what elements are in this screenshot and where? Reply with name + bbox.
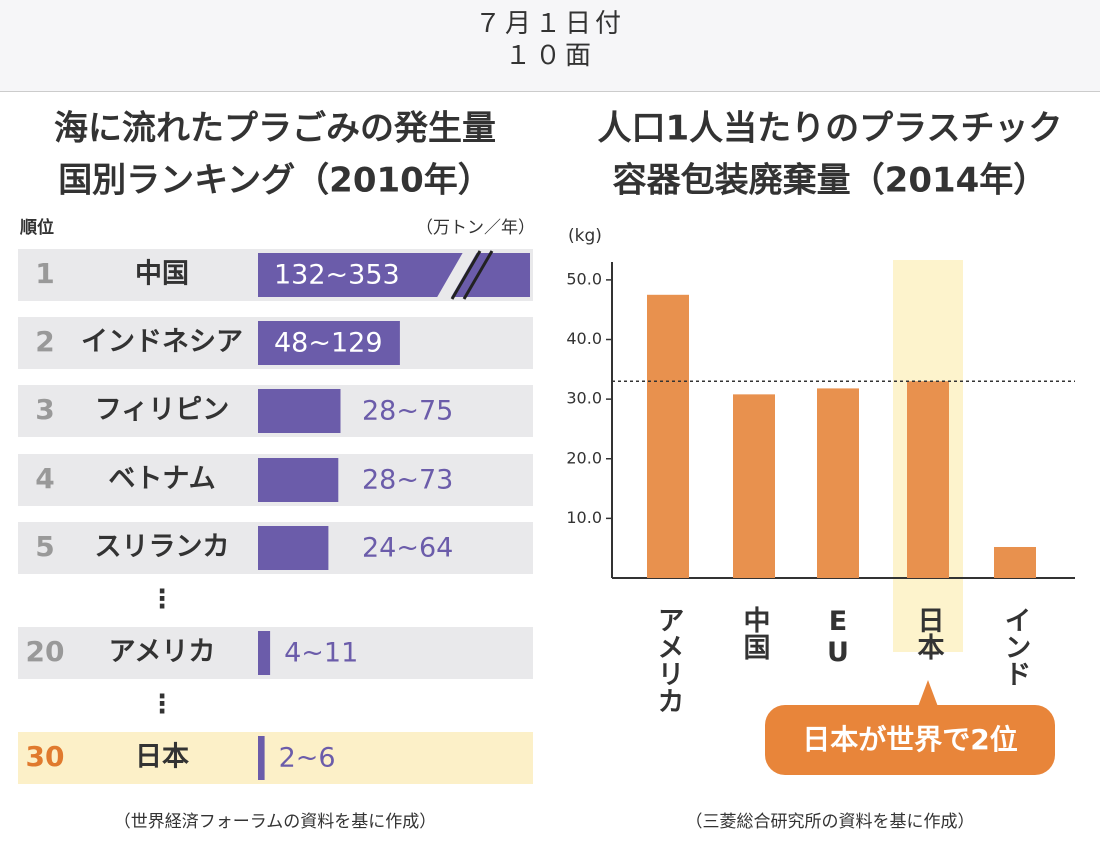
bar — [817, 388, 859, 578]
rank: 5 — [35, 530, 54, 563]
x-tick-label: 日本 — [913, 606, 945, 660]
header: ７月１日付 １０面 — [0, 0, 1100, 92]
x-tick-label: 中国 — [739, 606, 770, 660]
y-tick-label: 50.0 — [566, 269, 602, 288]
y-tick-label: 40.0 — [566, 329, 602, 348]
row-background — [18, 732, 533, 784]
value-label: 132~353 — [274, 260, 400, 291]
break-line — [450, 250, 482, 300]
unit-label: （万トン／年） — [416, 218, 535, 238]
value-label: 28~75 — [362, 396, 453, 427]
bar — [258, 389, 341, 433]
source: （世界経済フォーラムの資料を基に作成） — [114, 812, 437, 832]
ellipsis: ⋮ — [149, 585, 175, 615]
y-tick-label: 30.0 — [566, 389, 602, 408]
rank: 20 — [26, 635, 65, 668]
x-tick-label: インド — [1000, 606, 1031, 687]
rank: 2 — [35, 325, 54, 358]
bar — [258, 736, 265, 780]
value-label: 24~64 — [362, 533, 453, 564]
source: （三菱総合研究所の資料を基に作成） — [686, 812, 975, 832]
callout — [765, 705, 1055, 775]
annotation: 日本が世界で2位 — [802, 723, 1017, 756]
value-label: 28~73 — [362, 465, 453, 496]
value-label: 4~11 — [284, 638, 358, 669]
rank: 1 — [35, 257, 54, 290]
bar — [258, 458, 339, 502]
break-line — [462, 250, 494, 300]
y-tick-label: 20.0 — [566, 448, 602, 467]
y-axis-label: (kg) — [568, 226, 602, 246]
value-label: 2~6 — [279, 743, 336, 774]
break-gap — [436, 251, 478, 299]
x-tick-label: アメリカ — [653, 606, 684, 714]
bar — [647, 294, 689, 578]
callout-pointer — [916, 680, 940, 712]
country-name: 中国 — [135, 259, 189, 290]
country-name: スリランカ — [95, 532, 230, 563]
country-name: ベトナム — [108, 464, 215, 495]
rank: 4 — [35, 462, 54, 495]
bar — [907, 381, 949, 578]
country-name: インドネシア — [81, 327, 243, 358]
ellipsis: ⋮ — [149, 690, 175, 720]
bar — [733, 394, 775, 578]
rank: 30 — [26, 740, 65, 773]
date: ７月１日付 — [474, 9, 625, 39]
bar — [994, 546, 1036, 578]
x-tick-label: EU — [823, 606, 854, 668]
chart-title: 人口1人当たりのプラスチック — [598, 109, 1063, 149]
bar — [258, 631, 271, 675]
value-label: 48~129 — [274, 328, 383, 359]
y-tick-label: 10.0 — [566, 508, 602, 527]
bar — [258, 253, 530, 297]
country-name: フィリピン — [95, 395, 229, 426]
bar — [258, 321, 400, 365]
chart-title: 容器包装廃棄量（2014年） — [613, 161, 1048, 201]
rank-header: 順位 — [20, 217, 54, 238]
bar — [258, 526, 329, 570]
rank: 3 — [35, 393, 54, 426]
chart-title: 海に流れたプラごみの発生量 — [54, 109, 496, 149]
page-number: １０面 — [504, 41, 595, 71]
country-name: 日本 — [135, 742, 189, 773]
chart-title: 国別ランキング（2010年） — [58, 161, 492, 201]
country-name: アメリカ — [109, 637, 216, 668]
row-background — [18, 627, 533, 679]
